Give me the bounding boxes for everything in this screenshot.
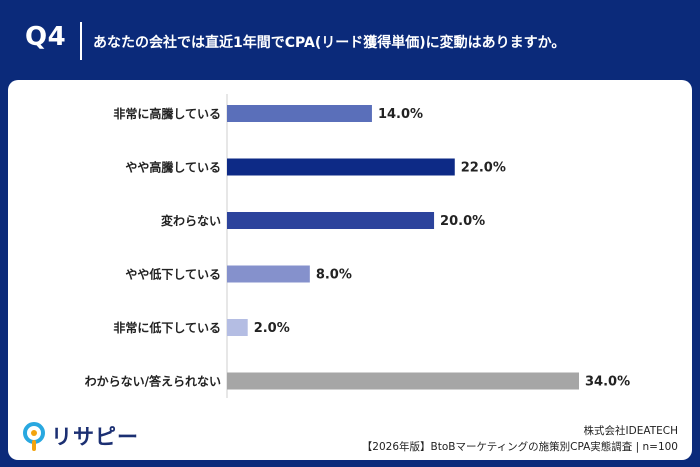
pin-icon <box>23 422 45 451</box>
bar <box>227 158 455 176</box>
value-label: 34.0% <box>585 375 630 390</box>
footer: 株式会社IDEATECH 【2026年版】BtoBマーケティングの施策別CPA実… <box>362 423 678 455</box>
bar-chart: 非常に高騰している 14.0% やや高騰している 22.0% 変わらない 20.0% やや低… <box>85 94 630 398</box>
category-label: やや高騰している <box>125 160 221 175</box>
value-label: 2.0% <box>254 321 290 336</box>
category-label: 非常に低下している <box>113 320 221 335</box>
category-label: わからない/答えられない <box>85 374 221 389</box>
category-label: 変わらない <box>161 213 221 228</box>
survey-source: 【2026年版】BtoBマーケティングの施策別CPA実態調査 | n=100 <box>361 441 678 453</box>
bar <box>227 265 310 283</box>
bar <box>227 105 372 122</box>
value-label: 14.0% <box>378 107 423 122</box>
category-label: やや低下している <box>125 267 221 282</box>
bar <box>227 319 248 336</box>
question-number: Q4 <box>25 22 67 52</box>
bar <box>227 372 579 390</box>
category-label: 非常に高騰している <box>113 106 221 121</box>
bar <box>227 212 435 229</box>
question-text: あなたの会社では直近1年間でCPA(リード獲得単価)に変動はありますか。 <box>93 35 566 51</box>
chart-panel: 非常に高騰している 14.0% やや高騰している 22.0% 変わらない 20.0% やや低… <box>8 80 692 460</box>
value-label: 8.0% <box>316 268 352 283</box>
brand-name: リサピー <box>51 425 139 449</box>
value-label: 20.0% <box>440 214 485 229</box>
header: Q4 あなたの会社では直近1年間でCPA(リード獲得単価)に変動はありますか。 <box>0 0 700 86</box>
header-divider <box>80 22 82 60</box>
company-name: 株式会社IDEATECH <box>583 425 678 437</box>
value-label: 22.0% <box>461 161 506 176</box>
brand-logo: リサピー <box>21 421 139 451</box>
